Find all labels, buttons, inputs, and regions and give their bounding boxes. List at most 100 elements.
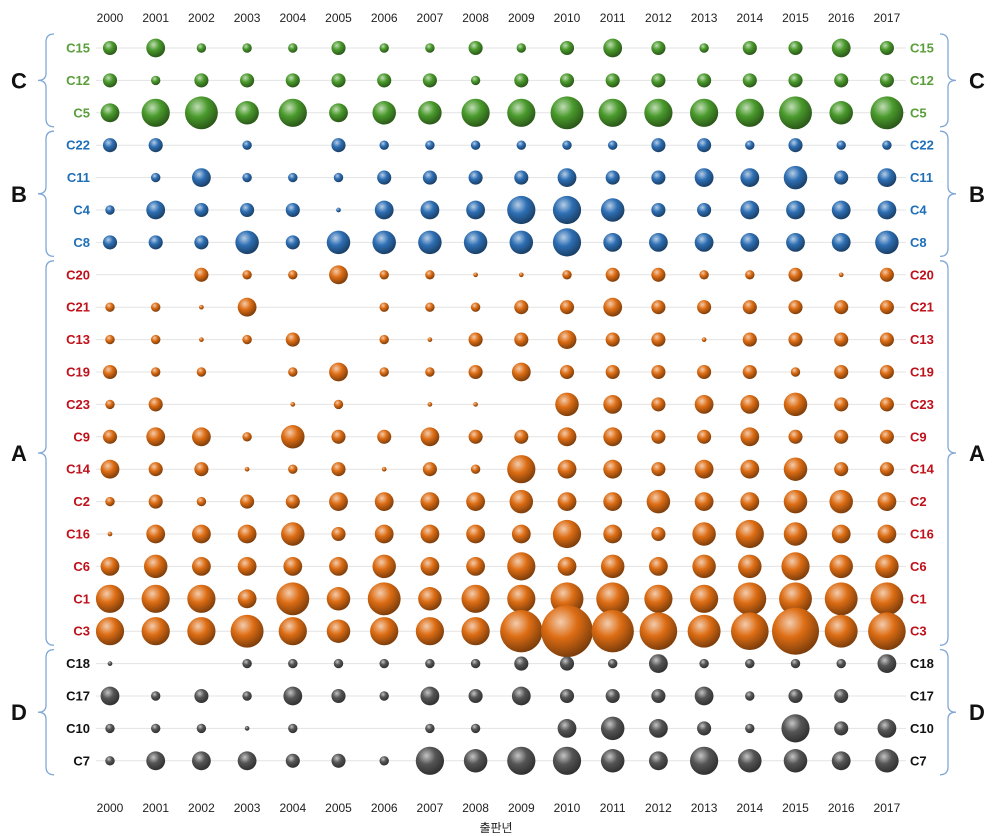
bubble-C5-2011 <box>598 98 627 127</box>
bubble-C4-2003 <box>240 202 255 218</box>
bubble-C10-2015 <box>781 714 810 743</box>
bubble-C15-2000 <box>102 40 118 56</box>
bubble-C13-2003 <box>242 334 252 345</box>
bubble-C19-2000 <box>102 364 118 380</box>
bubble-C13-2000 <box>105 334 115 345</box>
bubble-C9-2002 <box>192 427 211 447</box>
bubble-C14-2017 <box>879 462 894 477</box>
bubble-C6-2007 <box>420 557 440 576</box>
bubble-C23-2000 <box>105 399 115 410</box>
bubble-C12-2016 <box>834 73 849 88</box>
bubble-C20-2011 <box>605 267 620 282</box>
bubble-C18-2015 <box>790 658 801 669</box>
bubble-C5-2001 <box>141 98 170 127</box>
bubble-C2-2009 <box>509 489 534 514</box>
bubble-C20-2013 <box>699 270 709 280</box>
row-label-left: C12 <box>66 73 90 88</box>
bubble-C1-2005 <box>326 587 351 611</box>
bubble-C9-2009 <box>514 429 529 444</box>
bubble-C3-2006 <box>370 617 399 646</box>
bubble-C22-2003 <box>242 140 252 150</box>
bubble-C22-2005 <box>331 138 346 153</box>
bubble-C2-2005 <box>329 492 348 511</box>
bubble-C7-2002 <box>192 751 211 771</box>
bubble-C22-2009 <box>516 140 526 150</box>
bubble-C2-2015 <box>783 489 808 514</box>
bubble-C10-2008 <box>470 723 481 734</box>
bubble-C13-2016 <box>834 332 849 347</box>
bubble-C9-2017 <box>879 429 894 444</box>
bubble-C7-2015 <box>783 749 808 773</box>
row-label-right: C6 <box>910 559 927 574</box>
bubble-C2-2011 <box>603 492 623 511</box>
bubble-C9-2003 <box>242 432 252 442</box>
bubble-C20-2008 <box>473 272 478 278</box>
bubble-C1-2011 <box>596 582 630 616</box>
bubble-C13-2006 <box>379 334 389 345</box>
bubble-C18-2006 <box>379 658 389 669</box>
right-bracket <box>939 130 957 258</box>
bubble-C4-2016 <box>831 200 851 220</box>
row-label-left: C20 <box>66 267 90 282</box>
bubble-C22-2014 <box>745 140 755 150</box>
bubble-C8-2000 <box>102 235 118 250</box>
group-brackets <box>37 33 957 776</box>
bubble-C7-2012 <box>649 751 668 771</box>
bubble-C8-2006 <box>372 230 396 255</box>
bubble-C1-2013 <box>690 584 719 613</box>
row-label-left: C8 <box>73 235 90 250</box>
bubble-C13-2015 <box>788 332 803 347</box>
row-label-right: C4 <box>910 203 927 218</box>
year-tick-top: 2014 <box>736 11 763 25</box>
bubble-C6-2001 <box>143 554 168 579</box>
bubble-C6-2004 <box>283 557 303 576</box>
bubble-C18-2009 <box>514 656 529 671</box>
bubble-C22-2010 <box>562 140 572 150</box>
bubble-C22-2011 <box>608 140 618 150</box>
bubble-C5-2008 <box>461 98 490 127</box>
bubble-C8-2013 <box>694 233 714 252</box>
row-label-right: C5 <box>910 105 927 120</box>
row-label-right: C22 <box>910 138 934 153</box>
year-tick-top: 2000 <box>97 11 124 25</box>
bubble-C10-2007 <box>425 723 435 734</box>
bubble-C11-2015 <box>783 165 808 190</box>
year-tick-top: 2013 <box>691 11 718 25</box>
bubble-C10-2010 <box>557 719 577 738</box>
bubble-C9-2015 <box>788 429 803 444</box>
bubble-C5-2004 <box>278 98 307 127</box>
bubble-C9-2001 <box>146 427 166 447</box>
bubble-C9-2012 <box>651 429 666 444</box>
bubble-C18-2004 <box>288 658 298 669</box>
bubble-C4-2014 <box>740 200 760 220</box>
row-label-right: C14 <box>910 462 935 477</box>
bubble-C21-2002 <box>199 304 204 310</box>
bubble-C15-2006 <box>379 43 389 53</box>
bubble-C1-2016 <box>824 582 858 616</box>
bubble-C19-2007 <box>425 367 435 377</box>
bubble-C11-2008 <box>468 170 483 185</box>
bubble-C2-2004 <box>285 494 300 509</box>
bubble-C12-2008 <box>470 75 481 86</box>
row-label-left: C2 <box>73 494 90 509</box>
bubble-C23-2008 <box>473 402 478 407</box>
bubble-C20-2006 <box>379 270 389 280</box>
bubble-C3-2003 <box>230 614 264 648</box>
bubble-C1-2003 <box>237 589 257 609</box>
bubble-C12-2011 <box>605 73 620 88</box>
bubble-C15-2016 <box>831 38 851 58</box>
bubble-C19-2015 <box>790 367 801 377</box>
bubble-C1-2000 <box>95 584 125 613</box>
bubble-C3-2014 <box>731 612 769 650</box>
bubble-C8-2007 <box>418 230 442 255</box>
bubble-C5-2003 <box>235 101 259 125</box>
group-label-left: C <box>11 68 27 93</box>
bubble-C3-2010 <box>541 605 593 658</box>
right-bracket <box>939 648 957 776</box>
bubble-C1-2004 <box>276 582 310 616</box>
bubble-C20-2012 <box>651 267 666 282</box>
bubble-C12-2000 <box>102 73 118 88</box>
bubble-C15-2001 <box>146 38 166 58</box>
bubble-C1-2006 <box>367 582 401 616</box>
row-label-left: C21 <box>66 300 90 315</box>
